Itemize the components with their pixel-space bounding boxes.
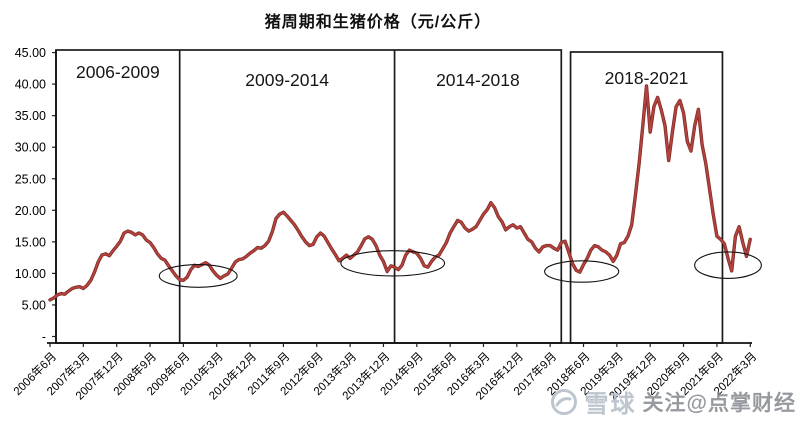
trough-circle-annotation <box>158 264 238 288</box>
trough-circle-annotation <box>340 250 446 277</box>
period-label: 2009-2014 <box>245 70 329 90</box>
y-axis-label: 30.00 <box>15 141 46 155</box>
period-label: 2014-2018 <box>436 70 520 90</box>
y-axis-label: 35.00 <box>15 109 46 123</box>
y-axis-label: 5.00 <box>22 298 46 312</box>
chart-title: 猪周期和生猪价格（元/公斤） <box>264 14 492 31</box>
y-axis-label: 15.00 <box>15 235 46 249</box>
period-label: 2006-2009 <box>76 62 160 82</box>
y-axis-label: 25.00 <box>15 172 46 186</box>
y-axis-label: 40.00 <box>15 78 46 92</box>
trough-circle-annotation <box>544 260 620 283</box>
price-line <box>49 85 752 301</box>
y-axis-label: - <box>42 330 46 344</box>
trough-circle-annotation <box>694 251 762 279</box>
period-label: 2018-2021 <box>605 68 689 88</box>
y-axis-label: 20.00 <box>15 204 46 218</box>
y-axis-label: 45.00 <box>15 46 46 60</box>
y-axis-label: 10.00 <box>15 267 46 281</box>
cycle-box-group <box>55 49 563 344</box>
